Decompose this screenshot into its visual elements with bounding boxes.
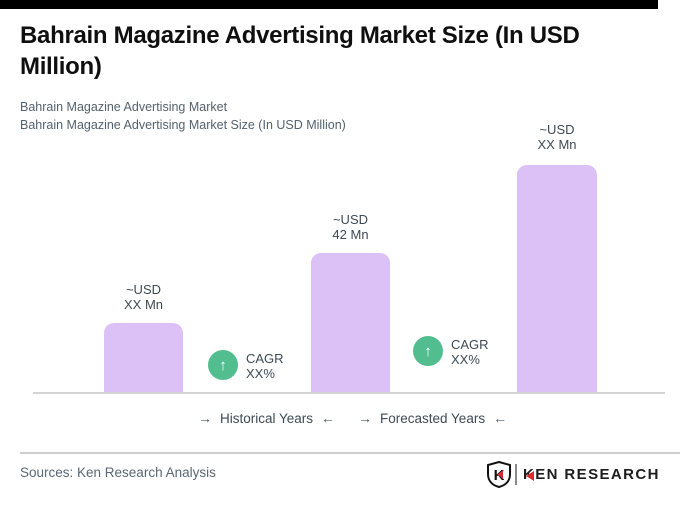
cagr-value: XX% <box>451 352 480 367</box>
x-axis-baseline <box>33 392 665 394</box>
chart-subtitle: Bahrain Magazine Advertising Market Bahr… <box>20 98 346 134</box>
x-group-forecasted-years: → Forecasted Years ← <box>358 410 507 426</box>
x-group-label: Historical Years <box>220 410 314 426</box>
shield-red-triangle-icon <box>497 470 503 479</box>
ken-research-shield-icon: K <box>487 461 511 488</box>
bar-value-label: ~USD XX Mn <box>517 122 597 152</box>
footer-divider <box>20 452 680 454</box>
bar-value-label: ~USD XX Mn <box>104 282 183 312</box>
bar1-label-line2: XX Mn <box>123 296 163 312</box>
cagr-text-forecast: CAGR XX% <box>451 337 489 367</box>
bar3-label-line1: ~USD <box>539 122 575 137</box>
ken-research-logo: K KEN RESEARCH <box>487 461 660 488</box>
bar3-label-line2: XX Mn <box>537 136 577 152</box>
cagr-badge-forecast: ↑ <box>413 336 443 366</box>
page-title-line-1: Bahrain Magazine Advertising Market Size… <box>20 22 580 49</box>
arrow-left-icon: ← <box>321 410 336 426</box>
subtitle-line-2: Bahrain Magazine Advertising Market Size… <box>20 118 346 132</box>
sources-text: Sources: Ken Research Analysis <box>20 465 216 480</box>
bar-value-label: ~USD 42 Mn <box>311 212 390 242</box>
x-group-historical-years: → Historical Years ← <box>198 410 335 426</box>
bar2-label-line1: ~USD <box>332 212 369 227</box>
cagr-label: CAGR <box>451 337 489 352</box>
bar-forecast-end <box>517 165 597 394</box>
page-title: Bahrain Magazine Advertising Market Size… <box>20 20 580 82</box>
bar1-label-line1: ~USD <box>125 282 162 297</box>
red-triangle-icon <box>526 470 534 481</box>
bar-base-year <box>311 253 390 394</box>
arrow-left-icon: ← <box>493 410 508 426</box>
top-accent-bar <box>0 0 658 9</box>
page-title-line-2: Million) <box>20 53 102 80</box>
bar-historical-start <box>104 323 183 394</box>
arrow-right-icon: → <box>198 410 212 426</box>
arrow-right-icon: → <box>358 410 372 426</box>
arrow-up-icon: ↑ <box>219 356 227 374</box>
bar2-label-line2: 42 Mn <box>332 226 369 242</box>
cagr-badge-historical: ↑ <box>208 350 238 380</box>
arrow-up-icon: ↑ <box>424 342 432 360</box>
cagr-text-historical: CAGR XX% <box>246 351 284 381</box>
subtitle-line-1: Bahrain Magazine Advertising Market <box>20 100 228 114</box>
x-group-label: Forecasted Years <box>380 410 486 426</box>
cagr-label: CAGR <box>246 351 284 366</box>
logo-wordmark: KEN RESEARCH <box>523 465 660 483</box>
cagr-value: XX% <box>246 366 275 381</box>
logo-divider <box>515 464 517 485</box>
